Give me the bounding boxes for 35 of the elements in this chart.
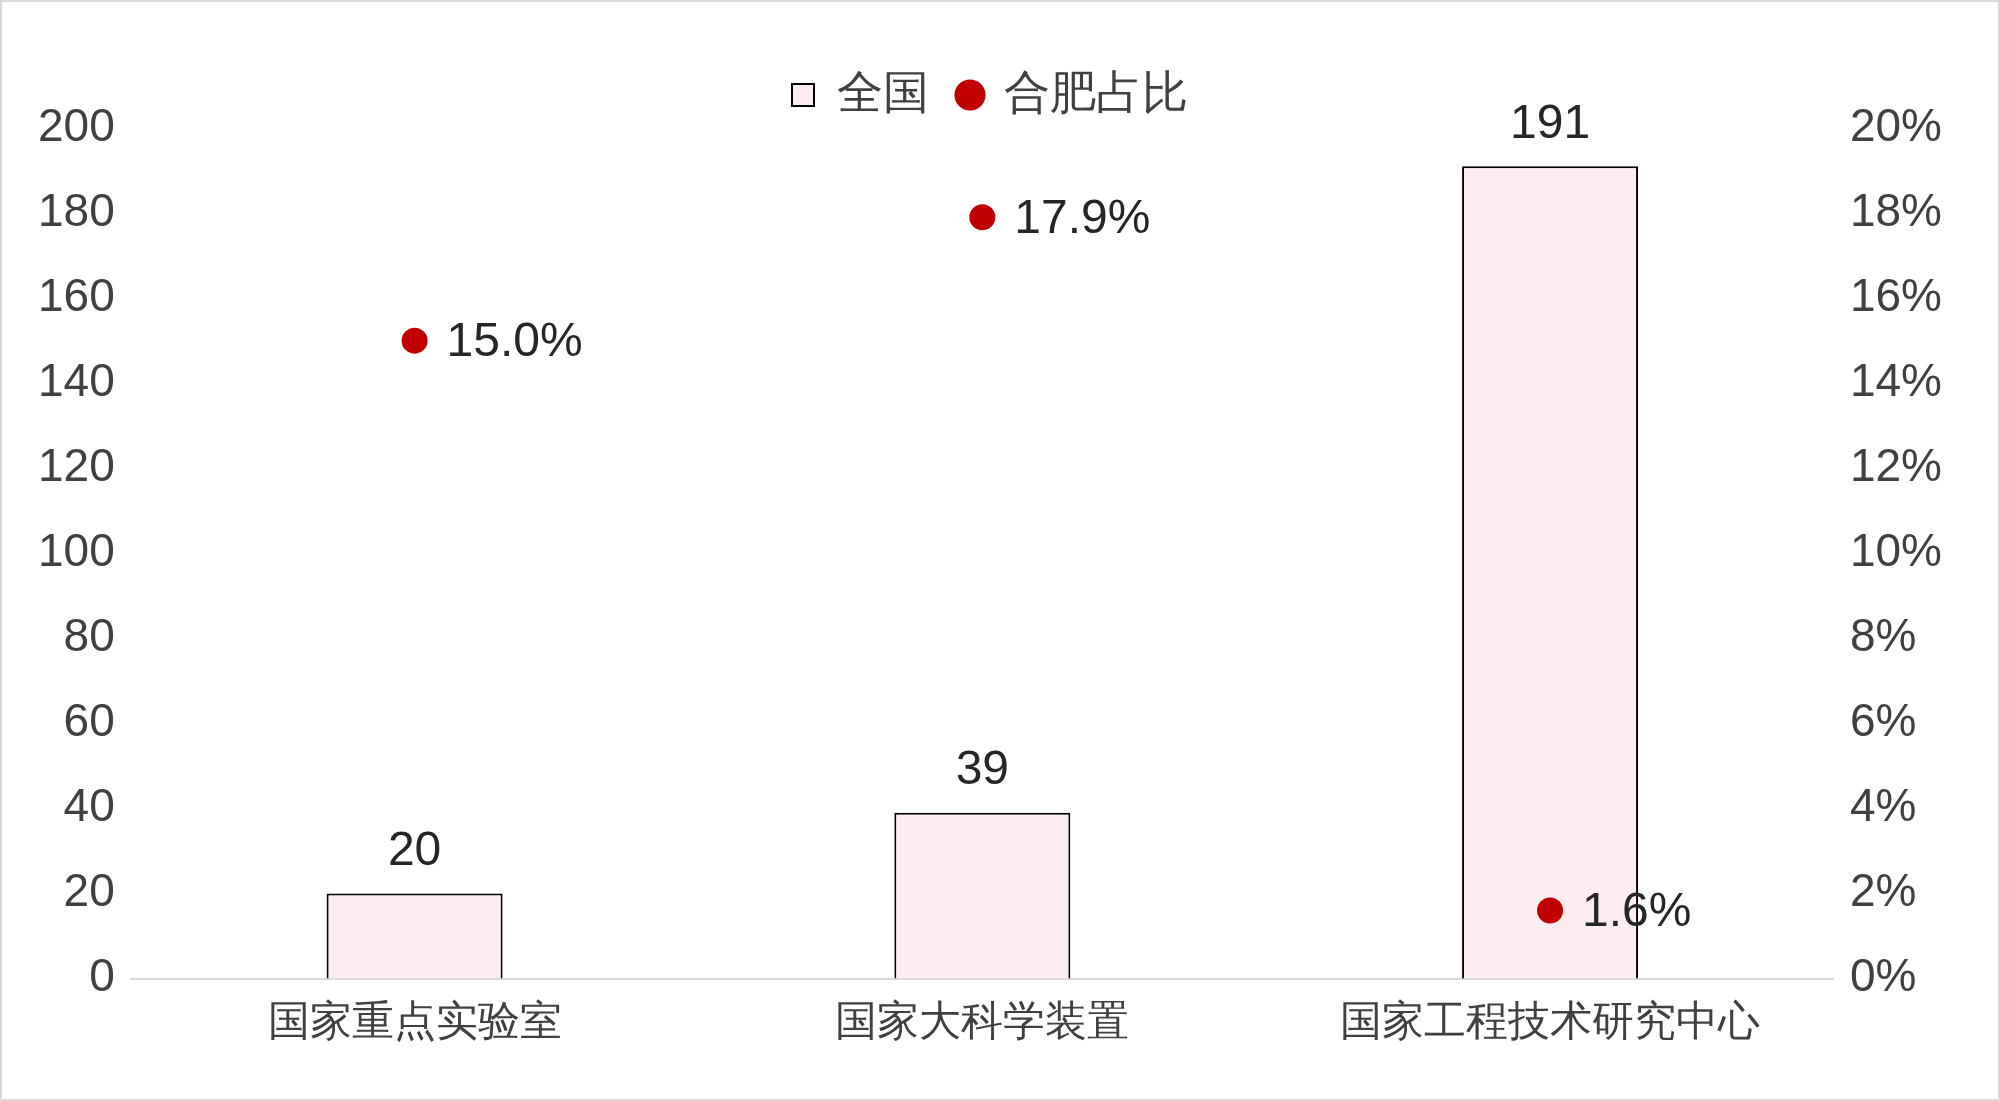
x-tick-label: 国家大科学装置 [835,997,1130,1045]
y2-tick-label: 2% [1849,864,1917,917]
point [969,204,996,231]
y2-tick-label: 20% [1849,98,1943,151]
y2-tick-label: 0% [1849,949,1917,1002]
y-tick-label: 140 [38,353,115,406]
y-tick-label: 160 [38,268,115,321]
y2-tick-label: 6% [1849,694,1917,747]
y2-tick-label: 18% [1849,183,1943,236]
data-label: 191 [1510,94,1591,148]
legend-label: 合肥占比 [1004,65,1188,118]
y-tick-label: 180 [38,183,115,236]
y-tick-label: 20 [63,864,115,917]
y2-tick-label: 10% [1849,523,1943,576]
y-tick-label: 40 [63,779,115,832]
y-tick-label: 120 [38,438,115,491]
y-tick-label: 0 [89,949,115,1002]
data-label: 17.9% [1014,189,1151,243]
y2-tick-label: 12% [1849,438,1943,491]
y-tick-label: 100 [38,523,115,576]
point [1537,897,1564,924]
point [401,327,428,354]
y2-tick-label: 14% [1849,353,1943,406]
y2-tick-label: 4% [1849,779,1917,832]
y2-tick-label: 16% [1849,268,1943,321]
y-tick-label: 80 [63,609,115,662]
y-tick-label: 200 [38,98,115,151]
data-label: 20 [387,821,442,875]
legend-label: 全国 [837,65,929,118]
y2-tick-label: 8% [1849,609,1917,662]
y-tick-label: 60 [63,694,115,747]
data-label: 15.0% [446,312,583,366]
x-tick-label: 国家重点实验室 [267,997,562,1045]
data-label: 39 [955,740,1010,794]
x-tick-label: 国家工程技术研究中心 [1340,997,1761,1045]
